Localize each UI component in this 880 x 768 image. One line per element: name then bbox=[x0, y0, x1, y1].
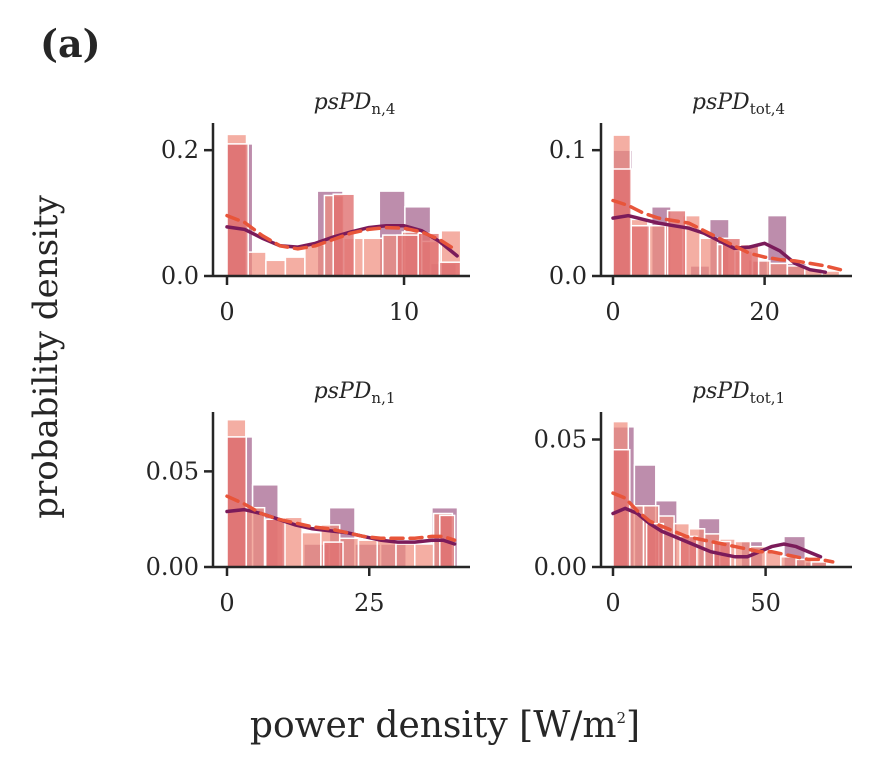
histogram-bar bbox=[780, 556, 797, 568]
histogram-bar bbox=[612, 168, 632, 277]
histogram-bar bbox=[395, 543, 416, 568]
subplot-title: psPDn,4 bbox=[314, 90, 396, 118]
y-tick-label: 0.1 bbox=[549, 136, 587, 164]
subplot-2: 0.0 0.1 0 20 psPDtot,4 bbox=[549, 90, 852, 326]
kde-curve-solid bbox=[611, 213, 828, 274]
subplot-title-subscript: tot,1 bbox=[750, 389, 785, 407]
kde-curve-solid bbox=[611, 506, 823, 559]
histogram-bar bbox=[647, 224, 667, 277]
subplot-title-main: psPD bbox=[314, 379, 372, 404]
histogram-bar bbox=[699, 237, 719, 277]
y-axis-label: probability density bbox=[26, 194, 66, 518]
histogram-bar bbox=[245, 506, 266, 568]
kde-curve-dashed bbox=[225, 213, 459, 253]
x-tick-label: 0 bbox=[219, 298, 234, 326]
histogram-bar bbox=[304, 243, 326, 277]
histogram-bar bbox=[414, 543, 435, 568]
x-axis-label: power density [W/m2] bbox=[250, 705, 640, 746]
y-tick-label: 0.05 bbox=[146, 457, 199, 485]
kde-curve-dashed bbox=[611, 491, 835, 564]
histogram-bar bbox=[396, 234, 419, 277]
kde-curve-dashed bbox=[225, 494, 457, 542]
subplot-title-main: psPD bbox=[692, 90, 750, 115]
subplot-title-subscript: tot,4 bbox=[750, 100, 785, 118]
subplot-1: 0.0 0.2 0 10 psPDn,4 bbox=[161, 90, 470, 326]
x-tick-label: 0 bbox=[605, 589, 620, 617]
histogram-bar bbox=[226, 143, 249, 277]
histogram-bar bbox=[438, 261, 462, 277]
histogram-bar bbox=[362, 237, 384, 277]
subplot-title-main: psPD bbox=[314, 90, 372, 115]
subplot-title: psPDtot,4 bbox=[692, 90, 785, 118]
x-tick-label: 20 bbox=[749, 298, 780, 326]
kde-curve-dashed bbox=[611, 198, 843, 272]
histogram-bar bbox=[265, 259, 287, 277]
histogram-bar bbox=[376, 539, 397, 568]
histogram-bar bbox=[630, 224, 651, 277]
y-tick-label: 0.0 bbox=[549, 262, 587, 290]
subplot-title: psPDn,1 bbox=[314, 379, 396, 407]
histogram-bar bbox=[245, 251, 267, 277]
x-tick-label: 0 bbox=[219, 589, 234, 617]
histogram-bar bbox=[322, 541, 344, 568]
x-axis-label-end: ] bbox=[626, 705, 640, 746]
x-tick-label: 50 bbox=[750, 589, 781, 617]
y-tick-label: 0.2 bbox=[161, 136, 199, 164]
subplot-title-subscript: n,1 bbox=[371, 389, 395, 407]
subplot-4: 0.00 0.05 0 50 psPDtot,1 bbox=[534, 379, 852, 617]
histogram-bar bbox=[264, 518, 286, 568]
subplot-title: psPDtot,1 bbox=[692, 379, 785, 407]
x-axis-label-sup: 2 bbox=[616, 709, 626, 727]
histogram-bar bbox=[284, 256, 306, 277]
y-tick-label: 0.00 bbox=[534, 553, 587, 581]
y-tick-label: 0.0 bbox=[161, 262, 199, 290]
histogram-bar bbox=[357, 539, 379, 568]
x-tick-label: 25 bbox=[354, 589, 385, 617]
x-axis-label-main: power density [W/m bbox=[250, 705, 617, 746]
histogram-bar bbox=[301, 531, 322, 568]
y-tick-label: 0.05 bbox=[534, 426, 587, 454]
x-tick-label: 0 bbox=[605, 298, 620, 326]
kde-curve-solid bbox=[225, 223, 459, 258]
x-tick-label: 10 bbox=[389, 298, 420, 326]
histogram-bar bbox=[769, 262, 789, 277]
subplot-title-subscript: n,4 bbox=[371, 100, 395, 118]
y-tick-label: 0.00 bbox=[146, 553, 199, 581]
panel-label: (a) bbox=[40, 21, 101, 66]
subplot-title-main: psPD bbox=[692, 379, 750, 404]
subplot-3: 0.00 0.05 0 25 psPDn,1 bbox=[146, 379, 470, 617]
